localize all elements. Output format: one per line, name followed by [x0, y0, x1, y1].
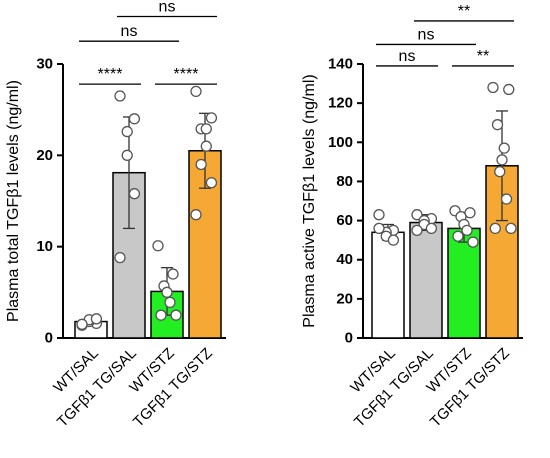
- data-point: [128, 113, 141, 125]
- chart-panel-2: Plasma active TGFβ1 levels (ng/ml) 0 20 40 6…: [301, 3, 523, 431]
- data-point: [467, 236, 479, 248]
- data-point: [200, 140, 212, 152]
- data-point: [128, 188, 141, 200]
- y-tick-label: 20: [36, 147, 53, 164]
- data-point: [205, 177, 218, 189]
- data-point: [505, 222, 517, 235]
- y-tick-label: 80: [336, 173, 353, 190]
- y-tick-label: 0: [345, 330, 353, 347]
- y-tick-label: 100: [328, 134, 353, 151]
- y-tick-label: 60: [336, 212, 353, 229]
- y-tick-label: 0: [45, 330, 53, 347]
- data-point: [373, 209, 385, 221]
- data-point: [489, 222, 501, 235]
- data-point: [498, 142, 510, 154]
- data-point: [76, 318, 88, 330]
- significance-label: ns: [121, 23, 138, 40]
- data-point: [152, 240, 164, 252]
- data-point: [411, 224, 423, 237]
- data-point: [190, 209, 202, 221]
- data-point: [411, 209, 423, 221]
- data-point: [373, 222, 385, 235]
- data-point: [503, 83, 515, 96]
- data-point: [164, 296, 176, 309]
- significance-label: ****: [174, 66, 199, 83]
- data-point: [114, 90, 126, 102]
- data-point: [121, 149, 133, 161]
- significance-label: **: [458, 3, 470, 20]
- y-axis-label: Plasma active TGFβ1 levels (ng/ml): [301, 74, 318, 327]
- data-point: [114, 251, 126, 264]
- data-point: [452, 230, 464, 242]
- significance-label: **: [477, 48, 489, 65]
- data-point: [487, 81, 499, 94]
- data-point: [496, 154, 508, 166]
- data-point: [195, 158, 207, 171]
- significance-label: ****: [98, 66, 123, 83]
- y-axis-label: Plasma total TGFβ1 levels (ng/ml): [5, 80, 22, 322]
- chart-panel-1: Plasma total TGFβ1 levels (ng/ml) 0 10 20 30…: [5, 0, 226, 431]
- data-point: [155, 309, 167, 321]
- data-point: [461, 224, 473, 237]
- significance-label: ns: [399, 48, 416, 65]
- data-point: [205, 112, 218, 124]
- significance-label: ns: [418, 26, 435, 43]
- data-point: [190, 85, 202, 98]
- data-point: [170, 309, 182, 321]
- y-tick-label: 120: [328, 95, 353, 112]
- data-point: [121, 125, 133, 138]
- y-tick-label: 40: [336, 251, 353, 268]
- data-point: [425, 222, 438, 235]
- y-tick-label: 30: [36, 56, 53, 73]
- y-tick-label: 20: [336, 290, 353, 307]
- data-point: [494, 165, 506, 178]
- significance-label: ns: [159, 0, 176, 16]
- data-point: [387, 234, 400, 246]
- data-point: [200, 123, 212, 135]
- data-point: [491, 119, 504, 131]
- data-point: [167, 268, 179, 280]
- data-point: [161, 286, 173, 298]
- bar-2: [409, 221, 443, 339]
- bar-1: [371, 231, 405, 339]
- y-tick-label: 140: [328, 56, 353, 73]
- data-point: [500, 193, 513, 205]
- data-point: [90, 313, 103, 325]
- y-tick-label: 10: [36, 238, 53, 255]
